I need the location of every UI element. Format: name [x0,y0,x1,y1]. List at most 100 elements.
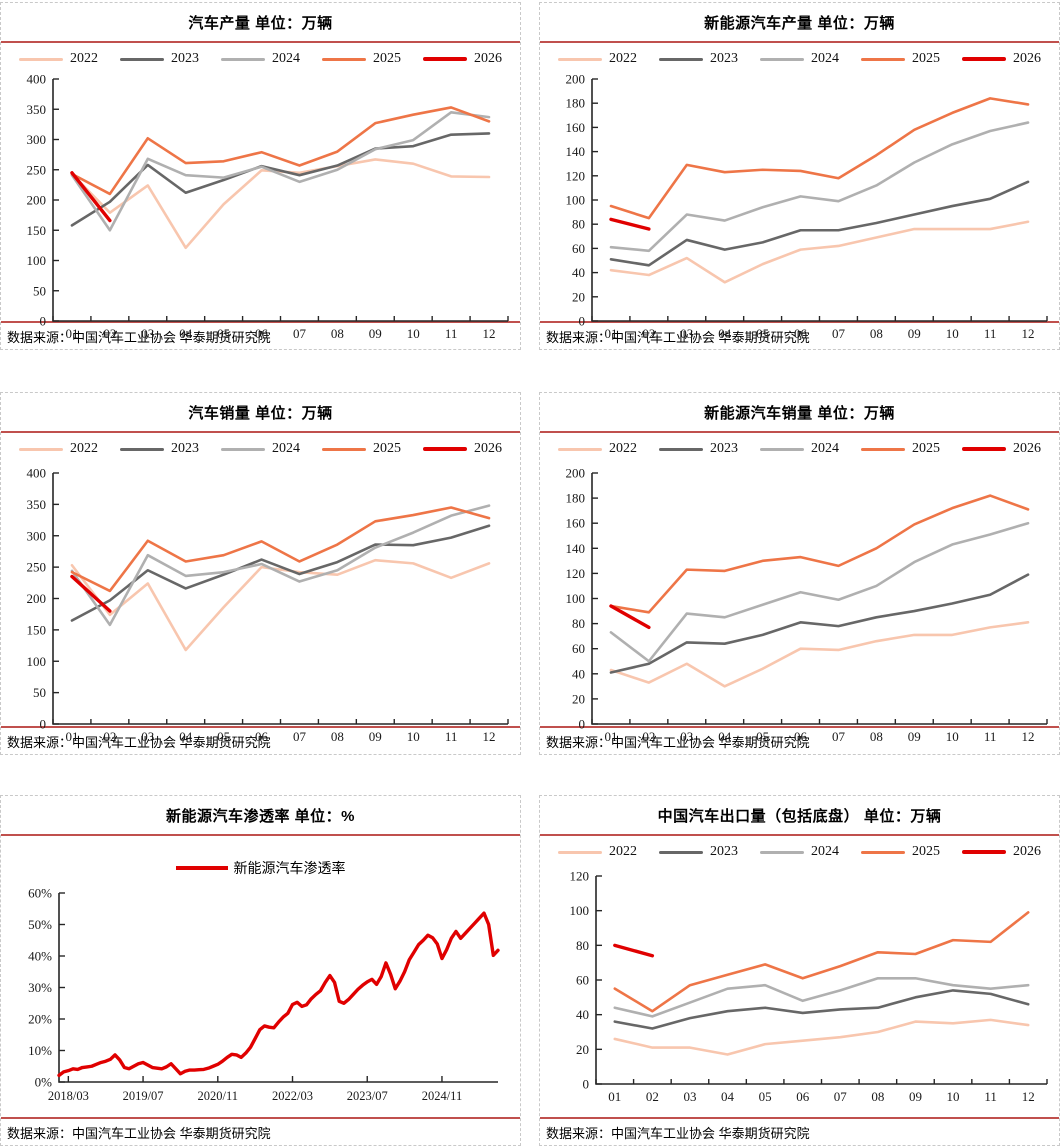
legend-swatch [962,57,1006,61]
legend-swatch [962,447,1006,451]
legend-item-2024[interactable]: 2024 [760,844,839,860]
svg-text:300: 300 [27,528,47,543]
legend-item-2026[interactable]: 2026 [962,51,1041,67]
svg-text:100: 100 [570,903,590,918]
svg-text:40: 40 [572,666,585,681]
svg-text:20%: 20% [28,1012,52,1027]
svg-text:300: 300 [27,132,47,147]
svg-text:80: 80 [576,938,589,953]
legend-item-2022[interactable]: 2022 [558,51,637,67]
svg-text:02: 02 [103,326,116,341]
svg-text:07: 07 [293,326,307,341]
legend-item-2022[interactable]: 2022 [19,51,98,67]
svg-text:2022/03: 2022/03 [272,1089,313,1103]
title-rule [1,834,520,836]
legend-label: 2025 [912,441,940,456]
legend-swatch [760,447,804,451]
legend-item-2023[interactable]: 2023 [120,441,199,457]
svg-text:02: 02 [642,326,655,341]
svg-text:03: 03 [680,729,693,744]
legend-item-2025[interactable]: 2025 [861,844,940,860]
svg-text:10: 10 [407,729,420,744]
legend-label: 2023 [710,844,738,859]
svg-text:04: 04 [718,326,732,341]
legend-item-2025[interactable]: 2025 [861,441,940,457]
legend-item-2023[interactable]: 2023 [659,51,738,67]
legend-item-2024[interactable]: 2024 [760,51,839,67]
svg-text:0: 0 [583,1077,590,1092]
chart-legend: 2022 2023 2024 2025 2026 [540,51,1059,67]
svg-text:01: 01 [65,729,78,744]
svg-text:60%: 60% [28,886,52,901]
legend-label: 2026 [1013,51,1041,66]
legend-item-2025[interactable]: 2025 [322,51,401,67]
svg-text:40%: 40% [28,949,52,964]
svg-text:04: 04 [718,729,732,744]
svg-text:10: 10 [946,729,959,744]
svg-text:100: 100 [566,193,586,208]
legend-item-2025[interactable]: 2025 [861,51,940,67]
legend-item-2022[interactable]: 2022 [558,441,637,457]
legend-swatch [760,57,804,61]
title-rule [540,41,1059,43]
svg-text:150: 150 [27,223,47,238]
legend-item-2024[interactable]: 2024 [221,51,300,67]
svg-text:05: 05 [756,729,769,744]
legend-label: 2023 [710,441,738,456]
legend-item-2022[interactable]: 2022 [558,844,637,860]
legend-label: 2023 [710,51,738,66]
svg-text:0: 0 [579,314,586,329]
svg-text:250: 250 [27,162,47,177]
svg-text:2023/07: 2023/07 [347,1089,388,1103]
chart-legend: 2022 2023 2024 2025 2026 [1,441,520,457]
legend-item-2024[interactable]: 2024 [760,441,839,457]
svg-text:80: 80 [572,217,585,232]
svg-text:0: 0 [579,717,586,732]
panel-auto-sales: 汽车销量 单位：万辆 2022 2023 2024 2025 2026 0 50 1… [0,392,521,755]
legend-label: 2026 [474,51,502,66]
svg-text:160: 160 [566,120,586,135]
panel-nev-production: 新能源汽车产量 单位：万辆 2022 2023 2024 2025 2026 0… [539,2,1060,350]
legend-swatch [558,850,602,854]
svg-text:03: 03 [141,326,154,341]
legend-item-2022[interactable]: 2022 [19,441,98,457]
svg-text:400: 400 [27,72,47,87]
svg-text:06: 06 [794,729,808,744]
svg-text:120: 120 [570,869,590,884]
svg-text:50: 50 [33,685,46,700]
line-chart-auto-export: 0 20 40 60 80 100 120 01 02 03 04 05 06 07 08 09 10 11 12 [570,869,1048,1104]
panel-auto-production: 汽车产量 单位：万辆 2022 2023 2024 2025 2026 0 50 1… [0,2,521,350]
legend-label: 2025 [373,51,401,66]
svg-text:12: 12 [483,729,496,744]
svg-text:60: 60 [576,973,589,988]
legend-item-2026[interactable]: 2026 [423,51,502,67]
line-chart-auto-production: 0 50 100 150 200 250 300 350 400 01 02 03 04 05 06 07 08… [27,72,509,341]
svg-text:09: 09 [369,326,382,341]
svg-text:200: 200 [566,466,586,481]
legend-item-2026[interactable]: 2026 [962,441,1041,457]
svg-text:12: 12 [1022,729,1035,744]
svg-text:01: 01 [604,326,617,341]
svg-text:11: 11 [445,326,458,341]
legend-swatch [861,850,905,854]
legend-item-2026[interactable]: 2026 [962,844,1041,860]
legend-item-2023[interactable]: 2023 [659,441,738,457]
svg-text:09: 09 [908,729,921,744]
legend-item-2023[interactable]: 2023 [120,51,199,67]
legend-item-2025[interactable]: 2025 [322,441,401,457]
svg-text:09: 09 [908,326,921,341]
legend-label: 2022 [609,441,637,456]
svg-text:2018/03: 2018/03 [48,1089,89,1103]
legend-label: 2024 [272,51,300,66]
svg-text:100: 100 [566,591,586,606]
svg-text:100: 100 [27,654,47,669]
svg-text:05: 05 [217,729,230,744]
svg-text:40: 40 [576,1007,589,1022]
legend-label: 2026 [474,441,502,456]
legend-item-2024[interactable]: 2024 [221,441,300,457]
legend-label: 2023 [171,51,199,66]
legend-item-2026[interactable]: 2026 [423,441,502,457]
legend-item-2023[interactable]: 2023 [659,844,738,860]
svg-text:06: 06 [255,729,269,744]
